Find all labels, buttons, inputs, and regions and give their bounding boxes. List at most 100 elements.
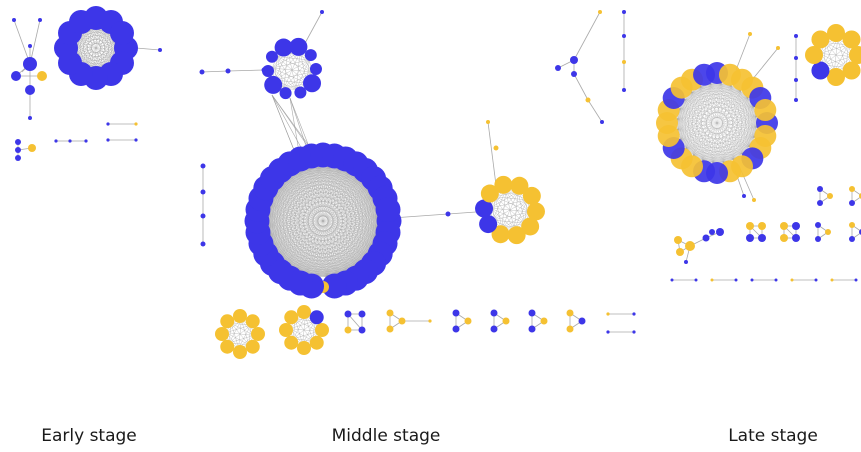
middle-upper-cluster bbox=[199, 10, 324, 100]
edge bbox=[677, 97, 749, 120]
blue-node bbox=[279, 87, 292, 100]
yellow-node bbox=[598, 10, 602, 14]
edge bbox=[283, 71, 313, 89]
edge bbox=[283, 180, 378, 208]
blue-node bbox=[670, 278, 674, 282]
blue-node bbox=[475, 199, 494, 218]
blue-node bbox=[817, 186, 823, 192]
edge bbox=[225, 324, 251, 333]
blue-node bbox=[38, 18, 42, 22]
edge bbox=[684, 90, 741, 100]
yellow-node bbox=[297, 341, 311, 355]
yellow-node bbox=[386, 325, 394, 333]
yellow-node bbox=[251, 327, 265, 341]
square-graph bbox=[746, 222, 766, 242]
middle-right-cluster bbox=[475, 120, 545, 245]
blue-node bbox=[106, 138, 110, 142]
yellow-node bbox=[245, 314, 260, 329]
blue-node bbox=[23, 57, 37, 71]
edge bbox=[693, 116, 757, 156]
edge bbox=[347, 170, 379, 217]
yellow-node bbox=[315, 323, 329, 337]
triangle-graph bbox=[566, 309, 586, 333]
yellow-node bbox=[566, 309, 574, 317]
blue-node bbox=[606, 330, 610, 334]
edge bbox=[82, 30, 118, 42]
yellow-node bbox=[676, 248, 684, 256]
blue-node bbox=[792, 234, 800, 242]
edge bbox=[679, 83, 722, 109]
edge bbox=[283, 59, 310, 89]
edge bbox=[680, 91, 692, 140]
edge bbox=[693, 85, 732, 156]
yellow-node bbox=[674, 236, 682, 244]
yellow-node bbox=[849, 222, 855, 228]
late-main-cluster bbox=[656, 32, 780, 202]
edge bbox=[74, 41, 118, 47]
edge bbox=[677, 118, 703, 161]
blue-node bbox=[303, 74, 322, 93]
blue-node bbox=[294, 86, 307, 99]
edge bbox=[327, 189, 370, 277]
yellow-node bbox=[622, 60, 626, 64]
yellow-node bbox=[805, 46, 823, 64]
blue-node bbox=[758, 234, 766, 242]
yellow-node bbox=[494, 175, 513, 194]
edge bbox=[723, 116, 757, 163]
blue-node bbox=[742, 194, 746, 198]
yellow-node bbox=[790, 278, 794, 282]
edge bbox=[336, 181, 364, 276]
edge bbox=[336, 197, 375, 276]
edge bbox=[93, 33, 114, 71]
edge bbox=[309, 166, 370, 190]
yellow-node bbox=[540, 317, 548, 325]
edge bbox=[74, 41, 118, 55]
edge bbox=[296, 51, 301, 90]
blue-node bbox=[54, 139, 58, 143]
blue-node bbox=[199, 69, 205, 75]
edge bbox=[679, 108, 757, 117]
yellow-node bbox=[507, 226, 526, 245]
edge bbox=[227, 69, 265, 72]
edge bbox=[336, 216, 379, 276]
yellow-cluster bbox=[279, 305, 329, 355]
triangle-graph bbox=[849, 186, 861, 206]
edge bbox=[307, 207, 378, 276]
edge bbox=[290, 216, 379, 267]
edge bbox=[267, 175, 356, 226]
edge bbox=[735, 33, 751, 71]
triangle-graph bbox=[528, 309, 548, 333]
edge bbox=[289, 97, 309, 153]
edge bbox=[317, 216, 379, 277]
blue-node bbox=[854, 278, 858, 282]
edge bbox=[338, 166, 379, 217]
square-graph bbox=[780, 222, 800, 242]
blue-node bbox=[15, 139, 21, 145]
edge bbox=[749, 116, 757, 147]
blue-node bbox=[200, 163, 206, 169]
edge bbox=[487, 121, 497, 186]
blue-node bbox=[452, 309, 460, 317]
blue-node bbox=[702, 234, 710, 242]
edge bbox=[135, 47, 161, 51]
edge bbox=[269, 175, 356, 206]
edge bbox=[354, 216, 380, 268]
edge bbox=[267, 189, 370, 226]
edge bbox=[489, 191, 519, 209]
blue-node bbox=[200, 241, 206, 247]
edge bbox=[327, 216, 379, 277]
triangle-graph bbox=[815, 222, 831, 242]
edge bbox=[93, 28, 107, 70]
edge bbox=[731, 85, 757, 128]
edge bbox=[679, 106, 754, 110]
blue-node bbox=[622, 34, 626, 38]
blue-node bbox=[815, 236, 821, 242]
edge bbox=[492, 219, 525, 224]
edge bbox=[691, 91, 757, 117]
edge bbox=[742, 116, 757, 155]
edge bbox=[685, 83, 722, 149]
triangle-graph bbox=[452, 309, 472, 333]
late-stage-network bbox=[656, 24, 861, 282]
blue-node bbox=[792, 222, 800, 230]
edge bbox=[276, 216, 379, 253]
